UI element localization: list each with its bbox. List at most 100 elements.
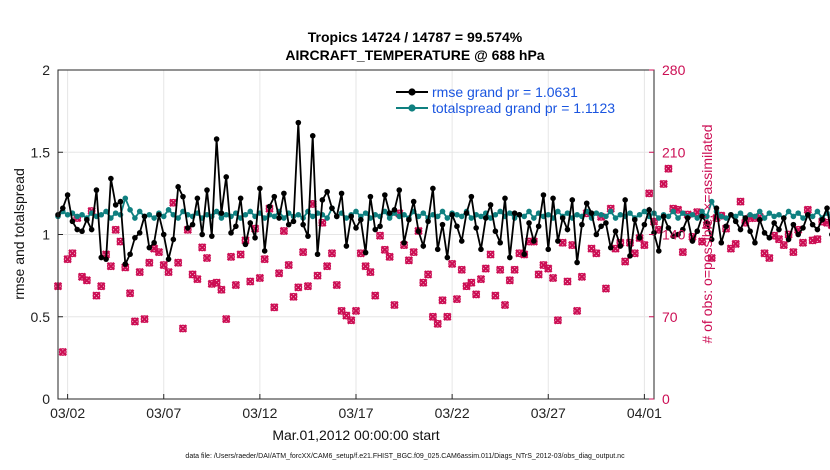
- rmse-point: [607, 244, 614, 251]
- obs-assimilated-marker: [592, 249, 601, 258]
- rmse-point: [430, 185, 436, 192]
- obs-possible-marker: [255, 274, 264, 282]
- totalspread-point: [151, 215, 157, 221]
- rmse-point: [756, 216, 763, 223]
- obs-assimilated-marker: [366, 267, 375, 277]
- rmse-point: [170, 236, 177, 243]
- rmse-point: [540, 192, 547, 198]
- rmse-point: [146, 244, 153, 251]
- rmse-point: [74, 226, 81, 233]
- totalspread-point: [309, 213, 316, 220]
- rmse-point: [622, 197, 628, 203]
- obs-assimilated-marker: [563, 277, 572, 286]
- obs-possible-marker: [106, 262, 115, 271]
- obs-assimilated-marker: [423, 270, 433, 279]
- obs-possible-marker: [390, 301, 399, 309]
- totalspread-point: [112, 210, 119, 216]
- obs-assimilated-marker: [491, 291, 500, 300]
- obs-possible-marker: [323, 262, 332, 271]
- rmse-point: [771, 220, 777, 226]
- rmse-point: [747, 228, 753, 235]
- obs-possible-marker: [97, 282, 106, 291]
- x-tick-label: 03/02: [50, 405, 85, 421]
- rmse-point: [535, 223, 542, 230]
- rmse-point: [338, 190, 345, 197]
- rmse-point: [353, 225, 359, 231]
- obs-possible-marker: [92, 291, 101, 300]
- obs-possible-marker: [534, 270, 543, 279]
- obs-possible-marker: [544, 264, 553, 273]
- rmse-point: [819, 216, 826, 223]
- obs-assimilated-marker: [496, 265, 505, 274]
- obs-possible-marker: [443, 312, 452, 321]
- rmse-point: [382, 192, 388, 198]
- obs-possible-marker: [409, 248, 418, 257]
- rmse-point: [449, 211, 455, 218]
- rmse-point: [814, 226, 821, 233]
- totalspread-point: [766, 210, 773, 216]
- x-tick-label: 03/17: [338, 405, 373, 421]
- totalspread-point: [223, 211, 230, 218]
- obs-possible-marker: [155, 248, 163, 257]
- obs-assimilated-marker: [125, 289, 135, 298]
- totalspread-point: [362, 210, 369, 216]
- obs-assimilated-marker: [164, 267, 173, 277]
- rmse-point: [531, 238, 537, 244]
- rmse-point: [583, 200, 590, 207]
- obs-possible-marker: [236, 250, 245, 259]
- obs-assimilated-marker: [106, 262, 116, 271]
- obs-possible-marker: [765, 254, 774, 262]
- obs-assimilated-marker: [428, 312, 438, 321]
- y-tick-label-right: 70: [662, 309, 678, 325]
- obs-assimilated-marker: [433, 319, 442, 328]
- rmse-point: [117, 198, 124, 205]
- rmse-point: [603, 220, 609, 226]
- y-tick-label-right: 0: [662, 391, 670, 407]
- rmse-point: [680, 226, 686, 233]
- rmse-point: [631, 216, 638, 223]
- obs-possible-marker: [328, 249, 336, 258]
- obs-possible-marker: [448, 259, 457, 268]
- obs-assimilated-marker: [371, 291, 380, 300]
- totalspread-point: [353, 208, 359, 215]
- rmse-point: [670, 233, 677, 239]
- x-tick-label: 03/27: [531, 405, 566, 421]
- rmse-point: [559, 215, 566, 221]
- totalspread-point: [79, 211, 85, 218]
- rmse-point: [463, 210, 470, 216]
- totalspread-point: [526, 208, 532, 215]
- totalspread-point: [641, 208, 648, 215]
- obs-possible-marker: [799, 238, 807, 247]
- chart-title-line-2: AIRCRAFT_TEMPERATURE @ 688 hPa: [285, 47, 544, 63]
- totalspread-point: [64, 211, 71, 218]
- rmse-point: [165, 256, 172, 262]
- rmse-point: [189, 221, 196, 228]
- totalspread-point: [507, 210, 513, 216]
- obs-possible-marker: [217, 285, 226, 294]
- obs-possible-marker: [491, 291, 500, 300]
- obs-possible-marker: [477, 275, 485, 284]
- rmse-point: [588, 210, 595, 216]
- obs-possible-marker: [731, 239, 740, 248]
- obs-assimilated-marker: [813, 235, 822, 244]
- rmse-point: [108, 175, 114, 182]
- rmse-point: [271, 193, 278, 200]
- obs-assimilated-marker: [303, 282, 313, 291]
- obs-possible-marker: [342, 311, 351, 320]
- totalspread-point: [295, 211, 302, 218]
- rmse-point: [516, 211, 523, 218]
- totalspread-point: [242, 211, 249, 218]
- rmse-point: [266, 203, 273, 210]
- totalspread-point: [665, 213, 672, 220]
- rmse-point: [555, 238, 561, 244]
- rmse-point: [367, 193, 374, 200]
- obs-assimilated-marker: [274, 269, 284, 278]
- totalspread-point: [132, 215, 138, 221]
- totalspread-point: [103, 208, 109, 215]
- obs-possible-marker: [457, 265, 466, 274]
- obs-assimilated-marker: [68, 249, 77, 258]
- obs-assimilated-marker: [419, 278, 428, 287]
- totalspread-point: [136, 208, 143, 215]
- obs-possible-marker: [496, 265, 505, 274]
- obs-assimilated-marker: [270, 303, 279, 312]
